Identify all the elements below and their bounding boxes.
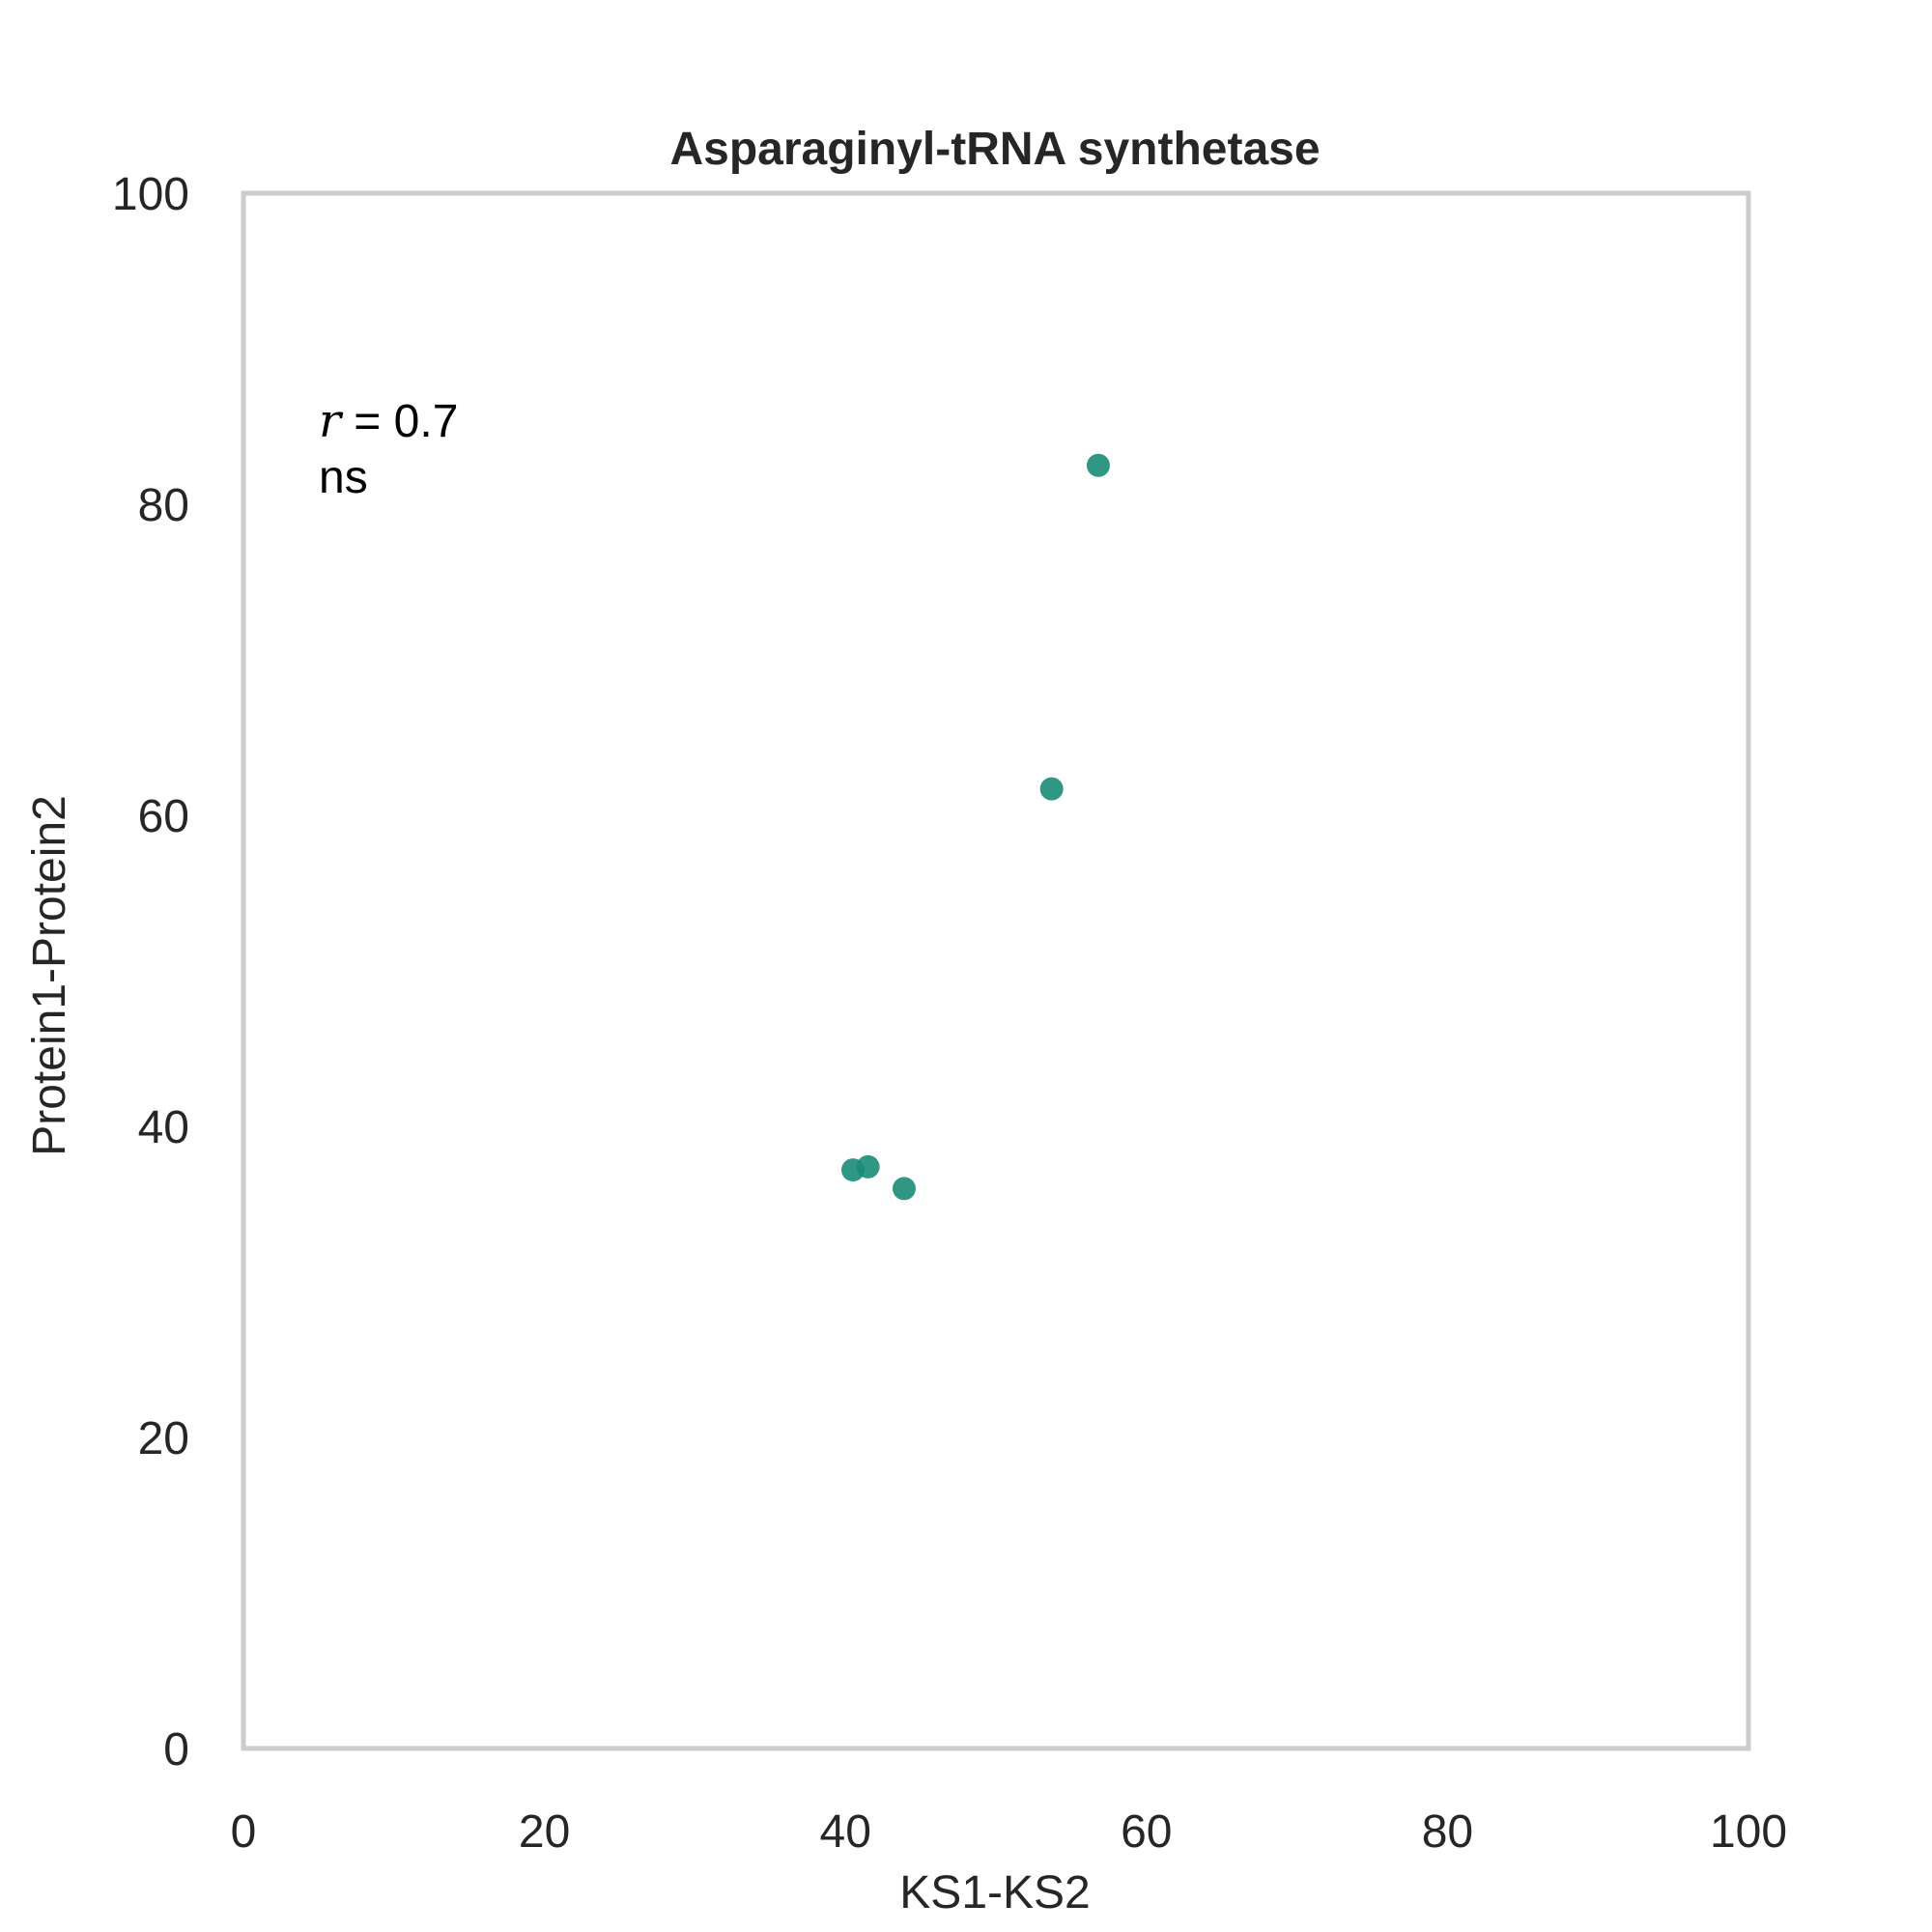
- y-axis-label: Protein1-Protein2: [24, 795, 75, 1156]
- x-axis-label: KS1-KS2: [899, 1867, 1090, 1918]
- x-tick-label: 60: [1121, 1806, 1172, 1858]
- data-point: [1039, 777, 1064, 801]
- x-tick-label: 20: [519, 1806, 570, 1858]
- y-tick-label: 40: [138, 1102, 189, 1153]
- significance-annotation: ns: [319, 452, 368, 503]
- r-value: 0.7: [394, 396, 459, 447]
- x-axis-ticks: 0 20 40 60 80 100: [231, 1806, 1787, 1858]
- chart-title: Asparaginyl-tRNA synthetase: [669, 124, 1320, 175]
- y-tick-label: 60: [138, 791, 189, 842]
- r-symbol: r: [319, 394, 344, 448]
- x-tick-label: 80: [1422, 1806, 1473, 1858]
- correlation-annotation: r = 0.7: [319, 394, 458, 448]
- data-point: [1086, 453, 1110, 477]
- data-point: [892, 1177, 916, 1201]
- x-tick-label: 40: [820, 1806, 871, 1858]
- x-tick-label: 100: [1710, 1806, 1787, 1858]
- y-axis-ticks: 0 20 40 60 80 100: [112, 169, 189, 1776]
- data-point: [856, 1154, 880, 1179]
- r-equals: =: [341, 396, 394, 447]
- y-tick-label: 100: [112, 169, 189, 220]
- y-tick-label: 80: [138, 480, 189, 531]
- plot-frame: [241, 190, 1751, 1751]
- scatter-points: [840, 453, 1110, 1201]
- y-tick-label: 0: [163, 1724, 189, 1776]
- x-tick-label: 0: [231, 1806, 257, 1858]
- y-tick-label: 20: [138, 1413, 189, 1464]
